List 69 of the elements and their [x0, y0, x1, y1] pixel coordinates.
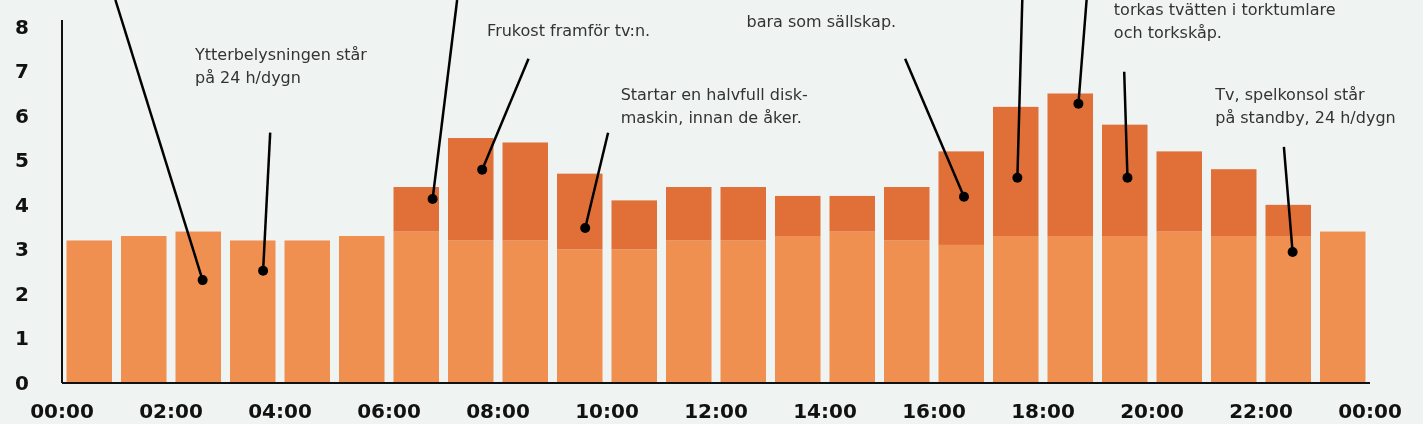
- bar: [1156, 151, 1202, 232]
- bar: [502, 240, 548, 383]
- bar: [775, 195, 821, 237]
- bar: [557, 173, 603, 250]
- y-tick-label: 7: [15, 59, 29, 84]
- y-tick-label: 3: [15, 237, 29, 262]
- x-tick-label: 02:00: [139, 399, 203, 423]
- x-tick-label: 18:00: [1011, 399, 1075, 423]
- annotation: Ytterbelysningen står på 24 h/dygn: [193, 45, 368, 87]
- annotation: Startar en halvfull disk- maskin, innan de åker.: [620, 85, 808, 127]
- annotation: bara som sällskap.: [746, 12, 897, 31]
- x-tick-label: 14:00: [793, 399, 857, 423]
- bar: [829, 195, 875, 232]
- bar: [284, 240, 330, 383]
- x-tick-label: 00:00: [30, 399, 94, 423]
- x-tick-label: 10:00: [575, 399, 639, 423]
- bar: [66, 240, 112, 383]
- bar: [1265, 236, 1311, 383]
- x-tick-label: 16:00: [902, 399, 966, 423]
- y-tick-label: 0: [15, 371, 29, 395]
- bar: [993, 106, 1039, 237]
- y-tick-label: 6: [15, 103, 29, 128]
- bar: [775, 236, 821, 383]
- annotation: Frukost framför tv:n.: [487, 21, 651, 40]
- bar: [393, 187, 439, 232]
- bar: [1156, 231, 1202, 383]
- x-tick-label: 22:00: [1229, 399, 1293, 423]
- bar: [829, 231, 875, 383]
- x-tick-label: 04:00: [248, 399, 312, 423]
- bar: [502, 142, 548, 241]
- bar: [448, 240, 494, 383]
- bar: [1211, 169, 1257, 237]
- x-tick-label: 12:00: [684, 399, 748, 423]
- x-tick-label: 06:00: [357, 399, 421, 423]
- y-tick-label: 1: [15, 326, 29, 351]
- bar: [339, 236, 385, 383]
- bar: [666, 187, 712, 241]
- x-tick-label: 20:00: [1120, 399, 1184, 423]
- bar: [1320, 231, 1366, 383]
- bar: [1047, 93, 1093, 237]
- bar: [884, 187, 930, 241]
- y-tick-label: 8: [15, 14, 29, 39]
- bar: [611, 249, 657, 383]
- y-tick-label: 2: [15, 281, 29, 306]
- bar: [1102, 124, 1148, 237]
- y-tick-label: 5: [15, 148, 29, 173]
- bar: [1047, 236, 1093, 383]
- y-tick-label: 4: [15, 192, 29, 217]
- bar: [720, 187, 766, 241]
- bar: [611, 200, 657, 250]
- annotation: Tv, spelkonsol står på standby, 24 h/dygn: [1214, 85, 1396, 127]
- bar: [1211, 236, 1257, 383]
- x-tick-label: 08:00: [466, 399, 530, 423]
- bar: [393, 231, 439, 383]
- bar: [993, 236, 1039, 383]
- bar: [557, 249, 603, 383]
- bar: [121, 236, 167, 383]
- bar: [1265, 204, 1311, 237]
- bar: [666, 240, 712, 383]
- bar: [938, 244, 984, 383]
- bar: [230, 240, 276, 383]
- x-tick-label: 00:00: [1338, 399, 1402, 423]
- bar: [720, 240, 766, 383]
- annotation: torkas tvätten i torktumlare och torkskåp.: [1113, 0, 1336, 42]
- bar: [448, 138, 494, 241]
- bar: [1102, 236, 1148, 383]
- bar: [884, 240, 930, 383]
- bar: [175, 231, 221, 383]
- bar: [938, 151, 984, 245]
